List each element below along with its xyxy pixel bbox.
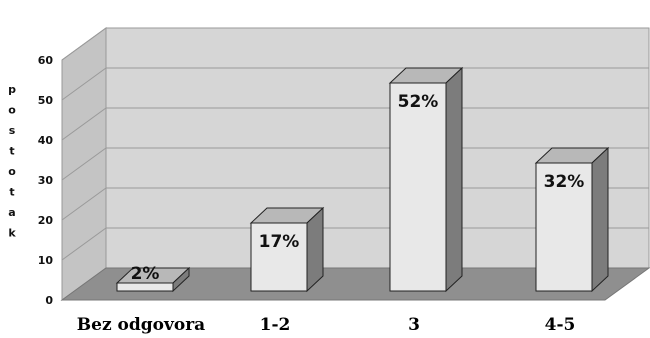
data-label: 52%	[398, 92, 439, 112]
y-axis-title-letter: t	[9, 186, 14, 199]
y-tick-label: 50	[38, 94, 54, 107]
y-tick-label: 40	[38, 134, 54, 147]
bar-front	[389, 82, 447, 292]
data-label: 32%	[544, 172, 585, 192]
bar-side	[445, 66, 463, 293]
bar-side	[591, 146, 609, 293]
gridline	[61, 107, 649, 141]
bar-front	[116, 282, 174, 292]
x-axis-categories: Bez odgovora 1-2 3 4-5	[77, 315, 576, 335]
bar: 2%	[115, 264, 191, 293]
y-axis-title-letter: k	[8, 227, 16, 240]
floor	[60, 267, 650, 301]
y-axis-title-letter: a	[8, 206, 15, 219]
bar-front	[250, 222, 308, 292]
bar-front	[535, 162, 593, 292]
data-label: 2%	[131, 264, 160, 284]
chart-floor	[60, 267, 650, 301]
y-axis-title-letter: o	[8, 104, 16, 117]
gridline	[61, 187, 649, 221]
x-category-label: 1-2	[260, 315, 291, 335]
y-tick-label: 60	[38, 54, 54, 67]
y-tick-label: 0	[45, 294, 53, 307]
y-axis-title-letter: t	[9, 145, 14, 158]
gridline	[61, 67, 649, 101]
y-axis-title-letter: s	[9, 124, 16, 137]
x-category-label: Bez odgovora	[77, 315, 205, 335]
y-tick-label: 10	[38, 254, 54, 267]
chart-gridlines	[61, 27, 649, 261]
y-tick-label: 30	[38, 174, 54, 187]
bar-side	[306, 206, 324, 293]
gridline	[61, 27, 649, 61]
bar: 52%	[388, 66, 464, 293]
bar: 17%	[249, 206, 325, 293]
gridline	[61, 147, 649, 181]
y-axis-ticks: 0 10 20 30 40 50 60	[38, 54, 54, 307]
y-axis-title-letter: p	[8, 83, 16, 96]
bars: 2% 17% 52% 32%	[115, 66, 610, 293]
y-axis-title-letter: o	[8, 165, 16, 178]
bar: 32%	[534, 146, 610, 293]
x-category-label: 4-5	[545, 315, 576, 335]
y-tick-label: 20	[38, 214, 54, 227]
gridline	[61, 227, 649, 261]
data-label: 17%	[259, 232, 300, 252]
x-category-label: 3	[408, 315, 420, 335]
